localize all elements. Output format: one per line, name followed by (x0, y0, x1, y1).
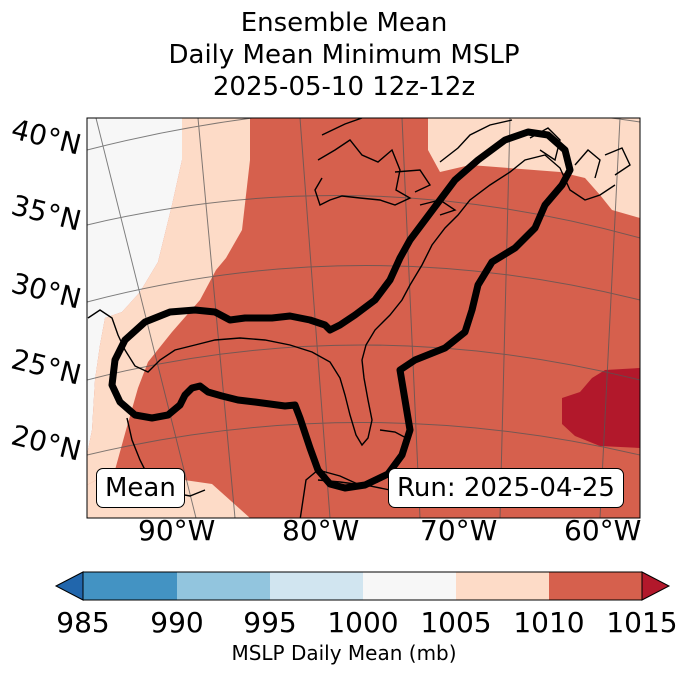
field-1000-1005-west (87, 118, 182, 455)
mean-label-box: Mean (96, 468, 185, 508)
title-line-2: Daily Mean Minimum MSLP (168, 40, 520, 70)
title-line-1: Ensemble Mean (240, 8, 448, 38)
field-1005-1010-northeast (428, 118, 640, 218)
colorbar-bin-1010-1015 (549, 572, 642, 600)
field-1005-1010-west (87, 118, 250, 485)
colorbar-bin-1005-1010 (456, 572, 549, 600)
colorbar-frame (82, 571, 643, 601)
lon-label-70: 70°W (420, 514, 498, 547)
colorbar-bin-990-995 (177, 572, 270, 600)
colorbar-tick-1010: 1010 (513, 606, 585, 639)
colorbar-bin-995-1000 (270, 572, 363, 600)
colorbar-tick-995: 995 (243, 606, 297, 639)
title-line-3: 2025-05-10 12z-12z (212, 72, 476, 102)
lon-label-90: 90°W (138, 514, 216, 547)
map-frame (86, 117, 641, 519)
colorbar-extend-above (641, 571, 671, 601)
colorbar-tick-990: 990 (150, 606, 204, 639)
lon-label-80: 80°W (282, 514, 360, 547)
colorbar-tick-985: 985 (56, 606, 110, 639)
colorbar-title: MSLP Daily Mean (mb) (231, 641, 457, 665)
ensemble-contour (108, 128, 574, 492)
colorbar-tick-1005: 1005 (420, 606, 492, 639)
lon-label-60: 60°W (564, 514, 642, 547)
colorbar-bin-1000-1005 (363, 572, 456, 600)
colorbar-extend-below (54, 571, 84, 601)
field-above-1015-east (562, 368, 640, 448)
coastlines (87, 118, 631, 518)
colorbar-tick-1015: 1015 (606, 606, 678, 639)
colorbar-tick-1000: 1000 (327, 606, 399, 639)
run-label-box: Run: 2025-04-25 (388, 468, 624, 508)
colorbar-bin-985-990 (83, 572, 177, 600)
